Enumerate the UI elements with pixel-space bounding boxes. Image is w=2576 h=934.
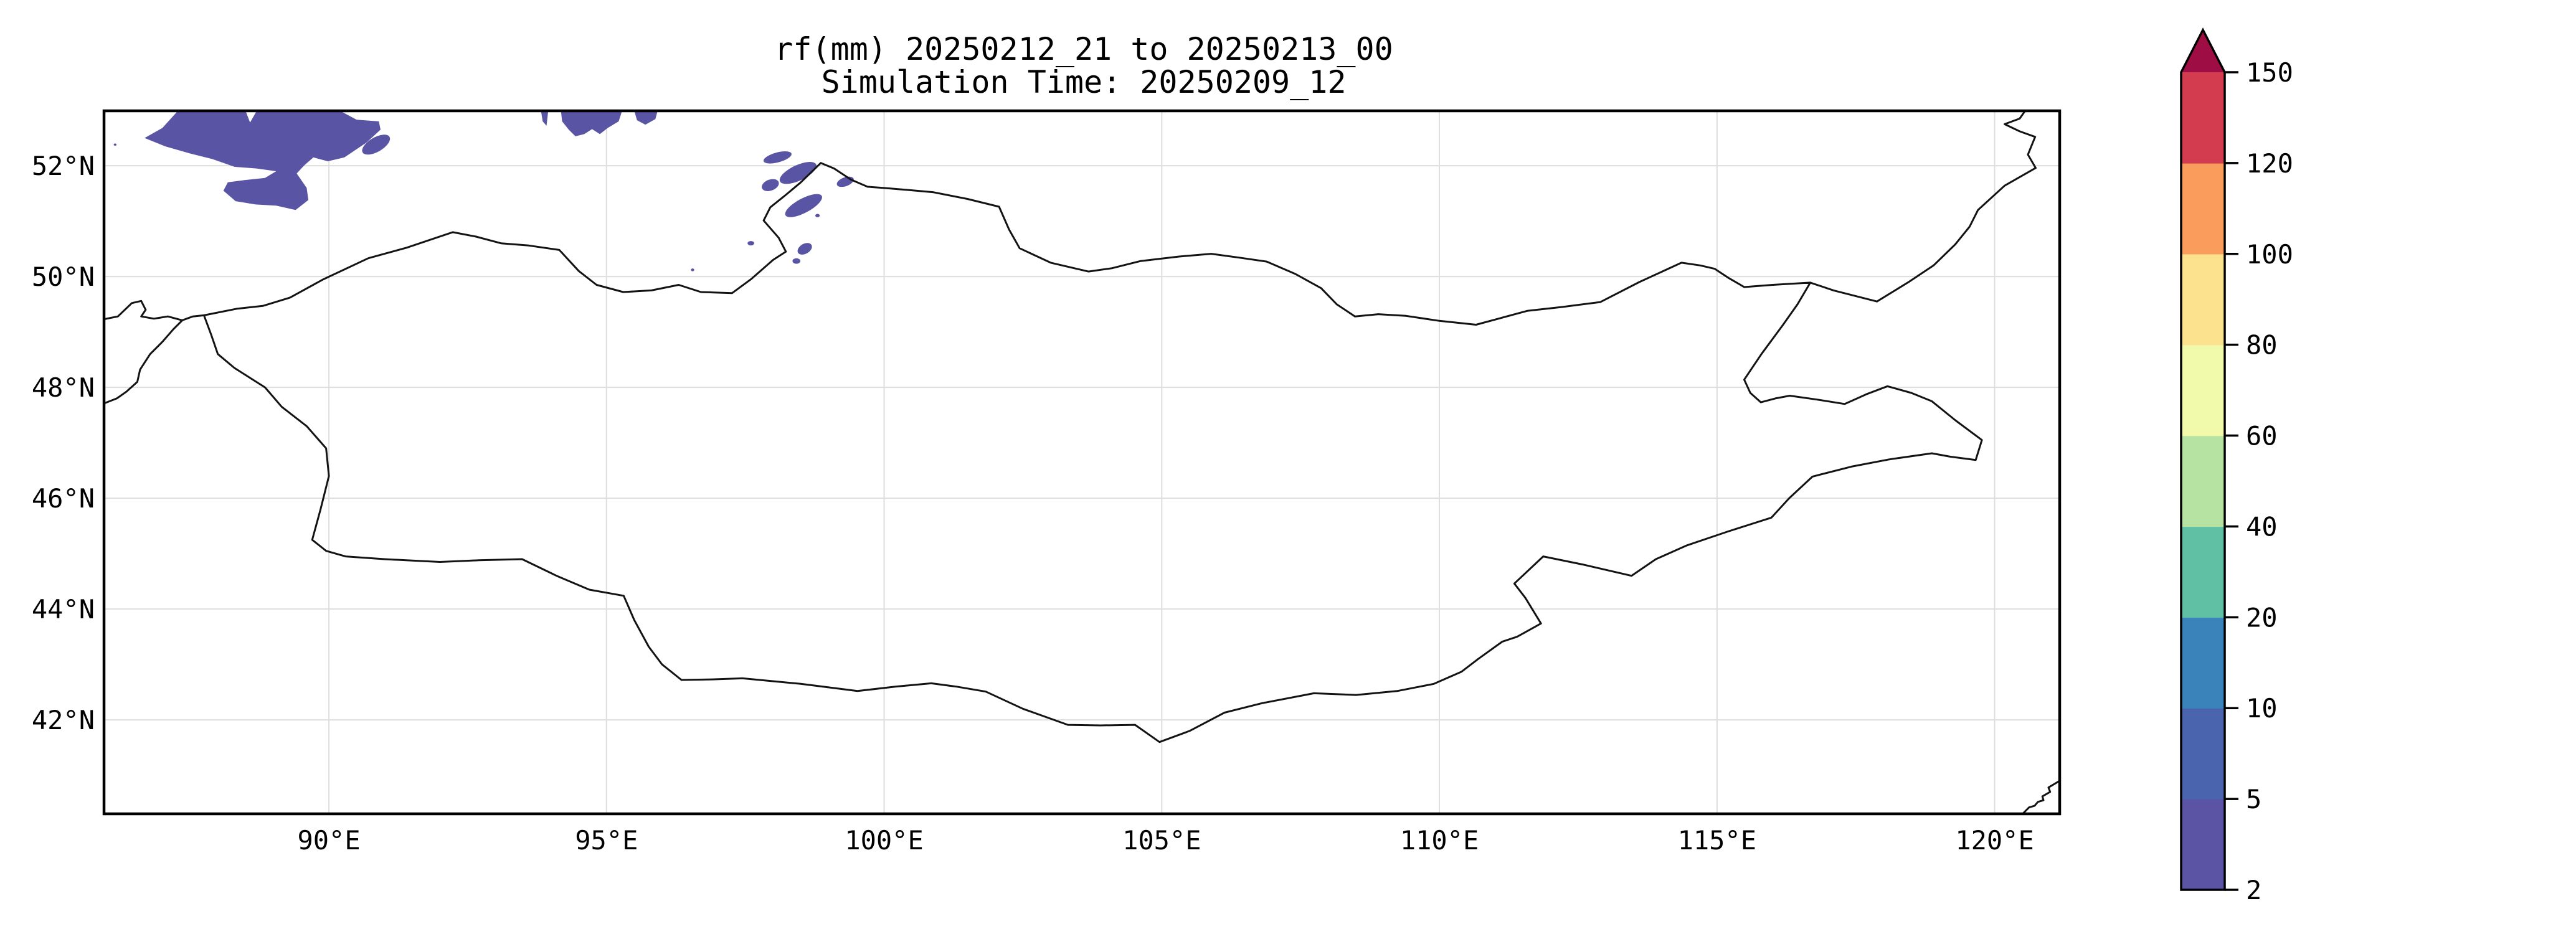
colorbar-tick-label: 20 (2246, 602, 2278, 633)
rain-cell (763, 151, 792, 164)
x-tick-label: 120°E (1955, 825, 2034, 856)
colorbar-segment (2181, 617, 2225, 709)
graticule-gridlines (104, 111, 2060, 814)
x-tick-label: 100°E (845, 825, 923, 856)
rain-patch (634, 111, 658, 125)
rain-patch (561, 111, 622, 136)
y-tick-label: 52°N (32, 151, 95, 181)
y-tick-label: 48°N (32, 372, 95, 403)
x-tick-label: 110°E (1400, 825, 1479, 856)
rain-cell (747, 241, 754, 246)
rain-cell (113, 143, 117, 146)
y-tick-label: 42°N (32, 705, 95, 735)
latitude-tick-labels: 52°N 50°N 48°N 46°N 44°N 42°N (32, 151, 95, 735)
colorbar-outline (2180, 27, 2226, 891)
colorbar-tick-label: 40 (2246, 511, 2278, 542)
colorbar-segment (2181, 344, 2225, 436)
rain-cell (691, 268, 694, 271)
plot-title: rf(mm) 20250212_21 to 20250213_00 (774, 31, 1393, 67)
colorbar-tick-label: 5 (2246, 784, 2261, 814)
y-tick-label: 46°N (32, 483, 95, 514)
x-tick-label: 95°E (575, 825, 638, 856)
country-borders (104, 111, 2060, 814)
colorbar-segment (2181, 163, 2225, 255)
colorbar-over-arrow (2181, 30, 2225, 72)
y-tick-label: 50°N (32, 262, 95, 292)
map-frame (102, 109, 2062, 816)
colorbar-segment (2181, 526, 2225, 618)
rain-cell (797, 243, 812, 255)
colorbar-tick-label: 2 (2246, 875, 2261, 905)
longitude-tick-labels: 90°E 95°E 100°E 105°E 110°E 115°E 120°E (297, 825, 2034, 856)
mongolia-border (203, 162, 1983, 743)
russia-kazakhstan-border (104, 300, 184, 321)
colorbar-tick-label: 100 (2246, 239, 2293, 270)
colorbar-segment (2181, 708, 2225, 800)
rain-cell (815, 214, 820, 217)
rain-cell (785, 194, 822, 217)
rainfall-patches (113, 111, 854, 271)
colorbar-segment (2181, 253, 2225, 346)
rain-cell (762, 179, 779, 191)
colorbar-tick-label: 10 (2246, 693, 2278, 724)
colorbar-segment (2181, 435, 2225, 527)
plot-subtitle: Simulation Time: 20250209_12 (822, 64, 1347, 100)
colorbar-segment (2181, 799, 2225, 890)
rain-patch (541, 111, 549, 126)
kazakhstan-china-border (104, 319, 184, 405)
colorbar-tick-label: 60 (2246, 421, 2278, 451)
x-tick-label: 115°E (1678, 825, 1756, 856)
rain-cell (362, 134, 391, 155)
rain-cell (792, 258, 800, 264)
tripoint-link-border (181, 314, 205, 321)
x-tick-label: 105°E (1122, 825, 1201, 856)
bohai-coastline (2021, 780, 2060, 814)
rain-patch (144, 111, 381, 210)
colorbar-segment (2181, 72, 2225, 164)
colorbar: 2 5 10 20 40 60 80 100 120 150 (2180, 27, 2293, 905)
y-tick-label: 44°N (32, 594, 95, 625)
colorbar-tick-label: 120 (2246, 148, 2293, 179)
x-tick-label: 90°E (297, 825, 360, 856)
colorbar-tick-label: 150 (2246, 57, 2293, 88)
russia-china-border (1809, 111, 2037, 303)
colorbar-tick-label: 80 (2246, 330, 2278, 361)
rain-cell (779, 162, 817, 184)
